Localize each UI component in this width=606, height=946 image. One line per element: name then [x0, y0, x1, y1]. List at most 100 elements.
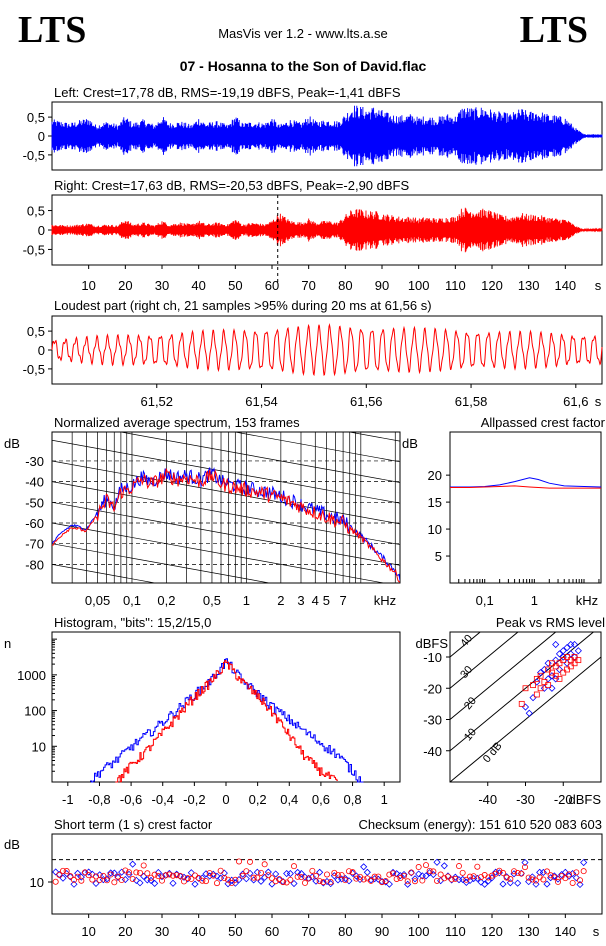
short-term-crest-point [544, 868, 551, 875]
peak-vs-rms-point [555, 650, 564, 658]
avg-spectrum-xtick-label: 2 [277, 593, 284, 608]
short-term-crest-point [572, 874, 580, 882]
short-term-crest-point [297, 869, 305, 878]
short-term-crest-point [562, 875, 569, 882]
short-term-crest-point [342, 877, 349, 884]
short-term-crest-point [525, 874, 532, 881]
short-term-crest-point [118, 868, 126, 876]
right-wave-xtick-label: 120 [481, 278, 503, 293]
short-term-crest-point [166, 871, 173, 878]
peak-vs-rms-point [522, 685, 529, 692]
short-term-crest-point [400, 872, 407, 879]
short-term-crest-point [213, 880, 220, 887]
short-term-crest-point [188, 875, 195, 882]
right-wave-xtick-label: 130 [518, 278, 540, 293]
right-wave-ytick-label: 0,5 [27, 204, 45, 219]
short-term-crest-point [522, 864, 529, 871]
peak-vs-rms-point [552, 663, 559, 670]
left-wave-ytick-label: 0,5 [27, 110, 45, 125]
peak-vs-rms-point [571, 653, 579, 661]
avg-spectrum-slope-line [52, 543, 272, 583]
peak-vs-rms-xtick-label: -30 [516, 792, 535, 807]
short-term-crest-point [555, 878, 562, 885]
avg-spectrum-slope-lines [52, 432, 400, 583]
loudest-part-waveform [51, 323, 603, 377]
allpassed-crest-title: Allpassed crest factor [481, 415, 606, 430]
avg-spectrum-title: Normalized average spectrum, 153 frames [54, 415, 300, 430]
short-term-crest-point [217, 867, 224, 874]
short-term-crest-xtick-label: 30 [155, 924, 169, 939]
histogram-xtick-label: -0,6 [120, 792, 142, 807]
short-term-crest-point [426, 869, 434, 877]
short-term-crest-xtick-label: 140 [554, 924, 576, 939]
peak-vs-rms-point [540, 665, 548, 674]
peak-vs-rms-xunit-label: dBFS [568, 792, 601, 807]
left-wave-title: Left: Crest=17,78 dB, RMS=-19,19 dBFS, P… [54, 85, 401, 100]
peak-vs-rms-point [571, 640, 579, 649]
right-wave-xtick-label: 100 [408, 278, 430, 293]
short-term-crest-point [466, 873, 473, 880]
short-term-crest-point [187, 869, 195, 877]
short-term-crest-xtick-label: 60 [265, 924, 279, 939]
short-term-crest-point [550, 872, 558, 880]
short-term-crest-point [533, 877, 540, 884]
loudest-part-title: Loudest part (right ch, 21 samples >95% … [54, 298, 432, 313]
short-term-crest-point [440, 862, 448, 870]
short-term-crest-point [448, 876, 455, 883]
short-term-crest-point [499, 880, 507, 888]
short-term-crest-point [195, 875, 202, 882]
peak-vs-rms-point [574, 647, 582, 655]
short-term-crest-point [551, 874, 558, 881]
peak-vs-rms-point [563, 659, 571, 667]
short-term-crest-point [378, 879, 385, 886]
short-term-crest-point [371, 873, 378, 880]
peak-vs-rms-point [556, 675, 563, 682]
short-term-crest-point [349, 869, 357, 877]
peak-vs-rms-point [537, 672, 544, 679]
short-term-crest-point [136, 879, 144, 887]
short-term-crest-point [481, 880, 489, 888]
short-term-crest-point [430, 868, 437, 875]
avg-spectrum-slope-line [52, 522, 386, 583]
short-term-crest-point [382, 878, 390, 886]
short-term-crest-point [518, 870, 525, 877]
short-term-crest-point [250, 874, 257, 881]
short-term-crest-point [210, 872, 217, 879]
avg-spectrum-slope-line [118, 432, 400, 483]
short-term-crest-point [162, 872, 169, 879]
right-wave-xtick-label: 110 [445, 278, 466, 293]
short-term-crest-point [470, 873, 477, 880]
short-term-crest-point [85, 872, 92, 879]
short-term-crest-point [473, 874, 481, 882]
avg-spectrum-ylabel: dB [4, 436, 20, 451]
peak-vs-rms-point [567, 663, 574, 670]
short-term-crest-xtick-label: 50 [228, 924, 242, 939]
peak-vs-rms-xtick-label: -20 [554, 792, 573, 807]
histogram-xtick-label: 1 [381, 792, 388, 807]
short-term-crest-point [349, 869, 356, 876]
right-wave-xtick-label: 90 [375, 278, 389, 293]
short-term-crest-point [169, 879, 177, 887]
short-term-crest-point [305, 875, 312, 882]
short-term-crest-point [510, 868, 517, 875]
short-term-crest-point [385, 880, 393, 888]
allpassed-crest-xtick-label: 1 [531, 593, 538, 608]
avg-spectrum-xtick-label: 0,5 [203, 593, 221, 608]
short-term-crest-point [334, 876, 342, 884]
short-term-crest-point [89, 876, 96, 883]
peak-vs-rms-point [525, 709, 533, 717]
short-term-crest-point [202, 878, 209, 885]
short-term-crest-point [316, 868, 324, 876]
right-wave-ytick-label: -0,5 [23, 242, 45, 257]
short-term-crest-point [78, 877, 85, 884]
short-term-crest-point [312, 872, 319, 879]
histogram-frame [51, 631, 401, 783]
short-term-crest-title: Short term (1 s) crest factor [54, 817, 213, 832]
short-term-crest-point [452, 875, 459, 882]
short-term-crest-point [319, 879, 327, 887]
loudest-part-xtick-label: 61,52 [140, 394, 173, 409]
allpassed-crest-xtick-label: 0,1 [476, 593, 494, 608]
peak-vs-rms-crest-label: 40 [458, 632, 475, 649]
peak-vs-rms-point [533, 691, 540, 698]
